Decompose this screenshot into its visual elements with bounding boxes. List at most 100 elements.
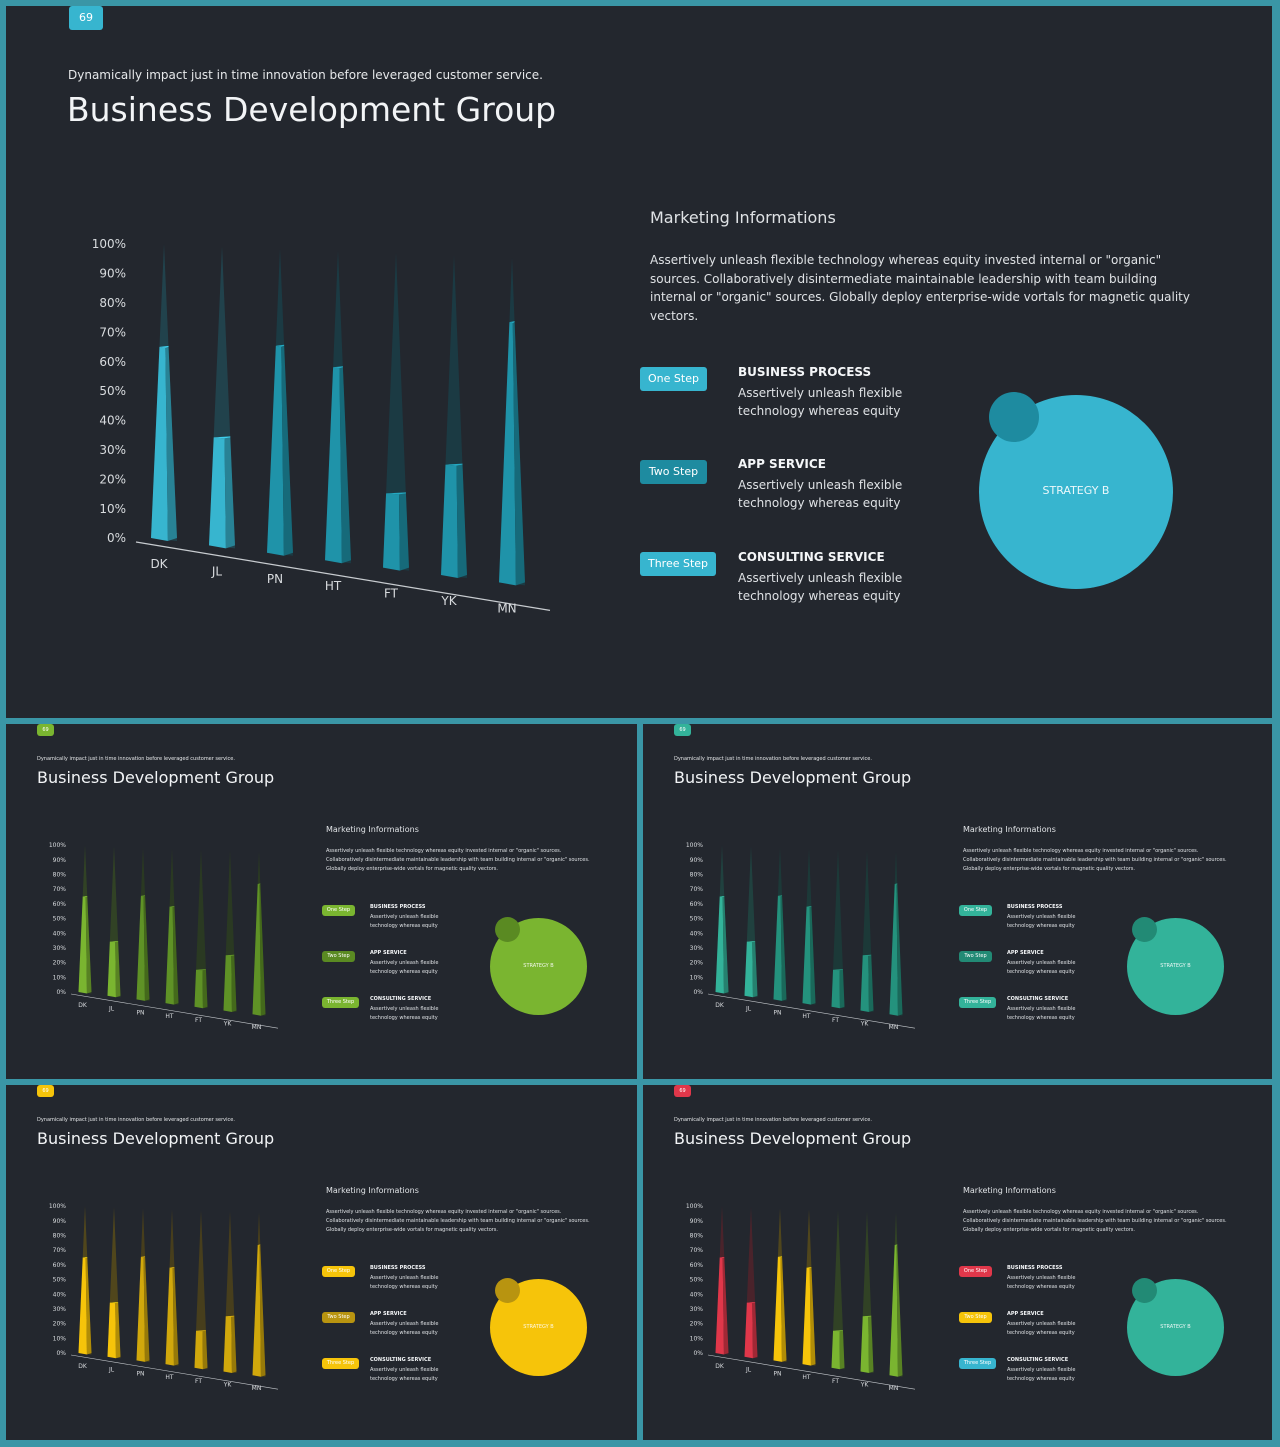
strategy-label: STRATEGY B bbox=[523, 1324, 554, 1330]
x-tick-label: HT bbox=[325, 579, 342, 593]
y-tick-label: 70% bbox=[99, 325, 126, 339]
bar-side bbox=[809, 906, 816, 1005]
y-tick-label: 20% bbox=[690, 960, 704, 967]
page-title: Business Development Group bbox=[37, 1129, 275, 1148]
bar bbox=[223, 955, 232, 1012]
bar-cap bbox=[386, 492, 406, 495]
bar bbox=[802, 1267, 811, 1366]
y-tick-label: 100% bbox=[49, 1203, 66, 1210]
bar-side bbox=[780, 1256, 787, 1362]
marketing-body: Assertively unleash flexible technology … bbox=[326, 1209, 590, 1233]
y-tick-label: 30% bbox=[53, 945, 67, 952]
app-service-desc: Assertively unleash flexible technology … bbox=[370, 1321, 439, 1336]
chart: 0% 10% 20% 30% 40% 50% 60% 70% 80% 90% 100% DK JL PN H… bbox=[49, 1203, 279, 1392]
bar-cap bbox=[169, 906, 175, 908]
x-tick-label: MN bbox=[252, 1024, 262, 1031]
business-process-heading: BUSINESS PROCESS bbox=[738, 365, 872, 379]
strategy-small-circle bbox=[495, 917, 520, 942]
consulting-service-heading: CONSULTING SERVICE bbox=[1007, 996, 1069, 1002]
page-subtitle: Dynamically impact just in time innovati… bbox=[674, 756, 872, 762]
strategy-label: STRATEGY B bbox=[1160, 963, 1191, 969]
bar-cap bbox=[719, 895, 725, 897]
bar bbox=[136, 1256, 145, 1362]
three-step-pill: Three Step bbox=[959, 1358, 996, 1369]
y-tick-label: 20% bbox=[99, 472, 126, 486]
bar-cap bbox=[225, 954, 235, 956]
y-tick-label: 40% bbox=[690, 930, 704, 937]
bar bbox=[136, 895, 145, 1001]
bar-cap bbox=[109, 941, 119, 943]
x-tick-label: DK bbox=[715, 1363, 725, 1370]
x-tick-label: MN bbox=[497, 601, 516, 615]
business-process-heading: BUSINESS PROCESS bbox=[370, 1265, 426, 1271]
x-tick-label: PN bbox=[267, 572, 283, 586]
page-subtitle: Dynamically impact just in time innovati… bbox=[674, 1117, 872, 1123]
slide-mixed: 69 Dynamically impact just in time innov… bbox=[643, 1085, 1272, 1440]
business-process-heading: BUSINESS PROCESS bbox=[1007, 904, 1063, 910]
y-tick-label: 0% bbox=[693, 989, 703, 996]
bar-ghost bbox=[831, 849, 845, 1009]
marketing-body: Assertively unleash flexible technology … bbox=[963, 848, 1227, 872]
bar bbox=[209, 437, 226, 549]
y-tick-label: 10% bbox=[690, 1335, 704, 1342]
marketing-body: Assertively unleash flexible technology … bbox=[963, 1209, 1227, 1233]
strategy-small-circle bbox=[495, 1278, 520, 1303]
y-tick-label: 0% bbox=[56, 1350, 66, 1357]
bar-side bbox=[85, 896, 92, 994]
bar-cap bbox=[225, 1315, 235, 1317]
y-tick-label: 30% bbox=[99, 443, 126, 457]
chart: 0% 10% 20% 30% 40% 50% 60% 70% 80% 90% 100% DK JL PN H… bbox=[49, 842, 279, 1031]
bar-side bbox=[339, 367, 351, 564]
bar-cap bbox=[746, 1302, 756, 1304]
y-tick-label: 0% bbox=[56, 989, 66, 996]
x-tick-label: MN bbox=[252, 1385, 262, 1392]
y-tick-label: 10% bbox=[53, 974, 67, 981]
y-tick-label: 100% bbox=[49, 842, 66, 849]
page-subtitle: Dynamically impact just in time innovati… bbox=[37, 1117, 235, 1123]
bar-side bbox=[780, 895, 787, 1001]
bar-side bbox=[868, 1316, 874, 1373]
business-process-desc: Assertively unleash flexible technology … bbox=[370, 1275, 439, 1290]
business-process-desc: Assertively unleash flexible technology … bbox=[370, 914, 439, 929]
business-process-desc: Assertively unleash flexible technology … bbox=[1007, 914, 1076, 929]
y-tick-label: 0% bbox=[107, 531, 126, 545]
bar-cap bbox=[257, 1244, 261, 1246]
one-step-pill: One Step bbox=[959, 1266, 992, 1277]
y-tick-label: 10% bbox=[53, 1335, 67, 1342]
bar-ghost bbox=[194, 849, 208, 1009]
bar-side bbox=[202, 1330, 208, 1370]
bar-cap bbox=[333, 366, 343, 369]
bar-side bbox=[839, 969, 845, 1009]
three-step-pill: Three Step bbox=[322, 1358, 359, 1369]
bar-side bbox=[202, 969, 208, 1009]
bar bbox=[78, 896, 87, 994]
x-tick-label: JL bbox=[745, 1367, 752, 1374]
bar bbox=[252, 884, 261, 1016]
bar-cap bbox=[894, 1244, 898, 1246]
slide-main: 69 Dynamically impact just in time innov… bbox=[6, 6, 1272, 718]
bar-side bbox=[115, 1302, 121, 1359]
x-tick-label: PN bbox=[136, 1370, 144, 1377]
three-step-pill: Three Step bbox=[322, 997, 359, 1008]
y-tick-label: 70% bbox=[690, 886, 704, 893]
slide-number-badge: 69 bbox=[37, 1085, 54, 1097]
app-service-heading: APP SERVICE bbox=[738, 457, 826, 471]
bar bbox=[831, 1330, 840, 1370]
x-tick-label: JL bbox=[211, 564, 223, 578]
x-tick-label: JL bbox=[108, 1006, 115, 1013]
x-tick-label: PN bbox=[773, 1009, 781, 1016]
two-step-pill: Two Step bbox=[322, 1312, 355, 1323]
consulting-service-desc: Assertively unleash flexible technology … bbox=[370, 1367, 439, 1382]
consulting-service-heading: CONSULTING SERVICE bbox=[1007, 1357, 1069, 1363]
consulting-service-desc: Assertively unleash flexible technology … bbox=[738, 571, 903, 603]
x-tick-label: FT bbox=[832, 1378, 839, 1385]
bar-cap bbox=[257, 883, 261, 885]
business-process-desc: Assertively unleash flexible technology … bbox=[738, 386, 903, 418]
two-step-pill: Two Step bbox=[959, 1312, 992, 1323]
two-step-pill: Two Step bbox=[640, 460, 707, 484]
bar-side bbox=[896, 884, 903, 1016]
bar-cap bbox=[140, 895, 146, 897]
page-title: Business Development Group bbox=[674, 1129, 912, 1148]
y-tick-label: 70% bbox=[690, 1247, 704, 1254]
two-step-pill: Two Step bbox=[959, 951, 992, 962]
